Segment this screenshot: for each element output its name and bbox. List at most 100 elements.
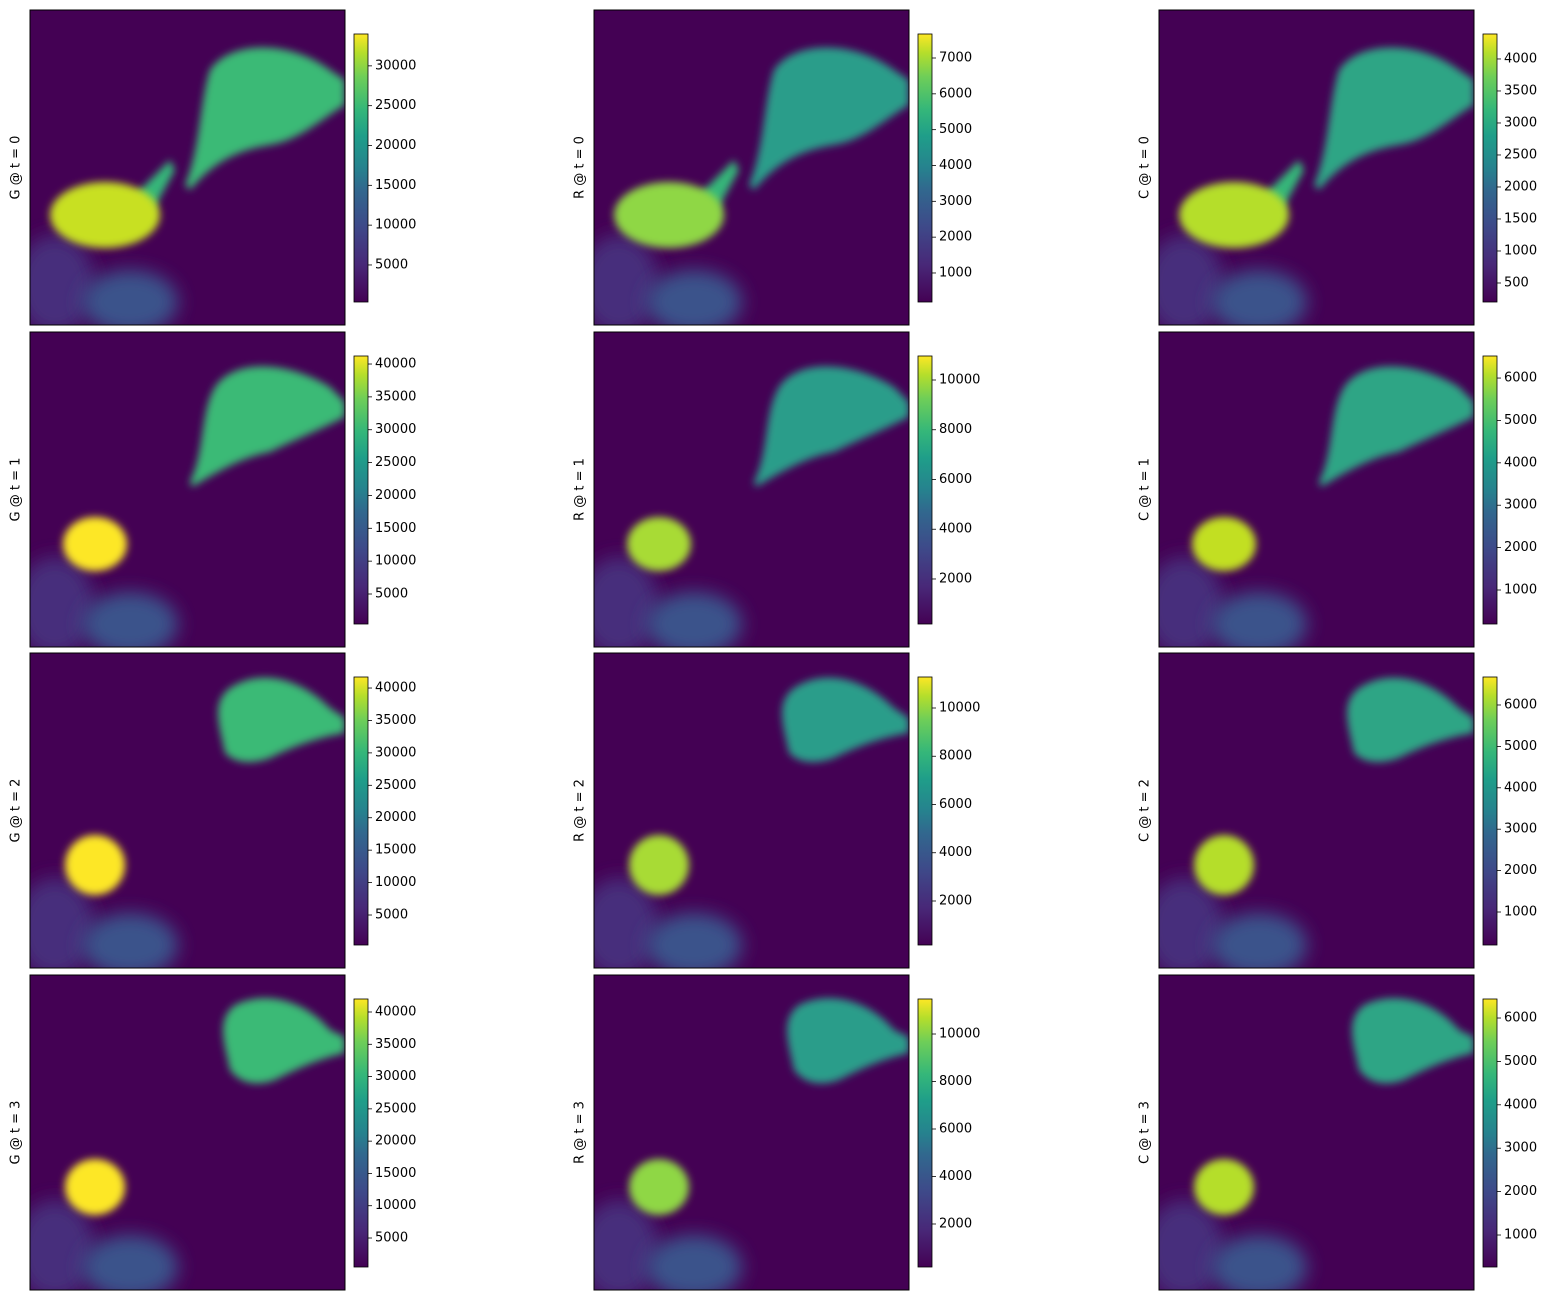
colorbar-tick-label: 5000 xyxy=(939,122,972,137)
image-frame xyxy=(593,331,910,648)
dim-region xyxy=(30,878,95,968)
colorbar-tick-label: 20000 xyxy=(375,138,416,153)
colorbar-tick-label: 4000 xyxy=(939,158,972,173)
bright-cell xyxy=(63,517,127,571)
dim-region xyxy=(82,270,178,325)
colorbar-tick-label: 3500 xyxy=(1504,83,1537,98)
bright-cell xyxy=(614,182,724,248)
colorbar-tick-label: 4000 xyxy=(939,845,972,860)
cell-body xyxy=(218,677,345,763)
colorbar-tick-label: 15000 xyxy=(375,843,416,858)
cell-body xyxy=(1352,998,1474,1084)
colorbar-tick-label: 4000 xyxy=(1504,51,1537,66)
panel-ylabel: G @ t = 1 xyxy=(9,458,24,522)
colorbar-tick-label: 40000 xyxy=(375,1004,416,1019)
colorbar-tick-label: 1500 xyxy=(1504,211,1537,226)
colorbar xyxy=(1482,355,1498,625)
colorbar-tick-label: 2000 xyxy=(1504,863,1537,878)
image-panel xyxy=(1159,332,1474,647)
panel-ylabel: C @ t = 3 xyxy=(1138,1101,1153,1164)
colorbar-tick-label: 3000 xyxy=(939,194,972,209)
image-frame xyxy=(593,652,910,969)
colorbar-tick-label: 15000 xyxy=(375,1166,416,1181)
colorbar-tick-label: 2000 xyxy=(1504,540,1537,555)
colorbar-tick-label: 10000 xyxy=(939,373,980,388)
cell-body xyxy=(754,366,909,487)
colorbar-tick-label: 1000 xyxy=(1504,1228,1537,1243)
colorbar-tick-label: 6000 xyxy=(939,86,972,101)
dim-region xyxy=(1159,557,1224,647)
image-frame xyxy=(1158,9,1475,326)
panel-ylabel: R @ t = 1 xyxy=(573,458,588,521)
bright-cell xyxy=(1192,517,1256,571)
colorbar xyxy=(1482,998,1498,1268)
colorbar-tick-label: 40000 xyxy=(375,681,416,696)
colorbar-tick-label: 35000 xyxy=(375,1037,416,1052)
colorbar-tick-label: 1000 xyxy=(939,265,972,280)
panel-ylabel: R @ t = 2 xyxy=(573,779,588,842)
image-panel xyxy=(30,975,345,1290)
colorbar-tick-label: 7000 xyxy=(939,51,972,66)
dim-region xyxy=(646,1235,742,1290)
bright-cell xyxy=(1179,182,1289,248)
dim-region xyxy=(82,1235,178,1290)
bright-cell xyxy=(627,517,691,571)
cell-body xyxy=(1347,677,1474,763)
dim-region xyxy=(1159,1200,1224,1290)
colorbar xyxy=(1482,676,1498,946)
image-frame xyxy=(1158,331,1475,648)
dim-region xyxy=(594,235,659,325)
colorbar-tick-label: 5000 xyxy=(375,587,408,602)
image-frame xyxy=(29,974,346,1291)
panel-ylabel: C @ t = 0 xyxy=(1138,136,1153,199)
colorbar-tick-label: 1000 xyxy=(1504,243,1537,258)
colorbar-tick-label: 25000 xyxy=(375,778,416,793)
panel-ylabel: G @ t = 0 xyxy=(9,136,24,200)
image-frame xyxy=(1158,652,1475,969)
colorbar-tick-label: 6000 xyxy=(1504,697,1537,712)
dim-region xyxy=(82,913,178,968)
bright-cell xyxy=(65,1159,125,1215)
cell-body xyxy=(787,998,909,1084)
dim-region xyxy=(1211,913,1307,968)
colorbar xyxy=(353,355,369,625)
panel-ylabel: C @ t = 1 xyxy=(1138,458,1153,521)
colorbar-tick-label: 2000 xyxy=(939,571,972,586)
colorbar-tick-label: 15000 xyxy=(375,178,416,193)
panel-ylabel: C @ t = 2 xyxy=(1138,779,1153,842)
image-panel xyxy=(30,332,345,647)
panel-ylabel: G @ t = 2 xyxy=(9,779,24,843)
bright-cell xyxy=(629,1159,689,1215)
colorbar-tick-label: 10000 xyxy=(375,875,416,890)
image-frame xyxy=(29,9,346,326)
colorbar-tick-label: 6000 xyxy=(939,797,972,812)
cell-body xyxy=(185,47,345,190)
cell-body xyxy=(1314,47,1474,190)
colorbar-tick-label: 4000 xyxy=(1504,1097,1537,1112)
colorbar-tick-label: 4000 xyxy=(939,522,972,537)
colorbar-tick-label: 4000 xyxy=(1504,780,1537,795)
colorbar xyxy=(917,355,933,625)
colorbar-tick-label: 25000 xyxy=(375,455,416,470)
colorbar-tick-label: 1000 xyxy=(1504,905,1537,920)
dim-region xyxy=(646,913,742,968)
dim-region xyxy=(1211,270,1307,325)
image-frame xyxy=(593,9,910,326)
image-frame xyxy=(29,652,346,969)
image-panel xyxy=(1159,10,1474,325)
colorbar-tick-label: 15000 xyxy=(375,521,416,536)
bright-cell xyxy=(1194,835,1254,895)
panel-ylabel: R @ t = 3 xyxy=(573,1101,588,1164)
colorbar-tick-label: 5000 xyxy=(1504,1054,1537,1069)
image-frame xyxy=(593,974,910,1291)
colorbar-tick-label: 6000 xyxy=(939,472,972,487)
colorbar-tick-label: 10000 xyxy=(939,701,980,716)
image-panel xyxy=(1159,653,1474,968)
colorbar xyxy=(353,33,369,303)
colorbar-tick-label: 8000 xyxy=(939,749,972,764)
colorbar xyxy=(353,998,369,1268)
dim-region xyxy=(646,270,742,325)
colorbar-tick-label: 5000 xyxy=(1504,739,1537,754)
bright-cell xyxy=(629,835,689,895)
